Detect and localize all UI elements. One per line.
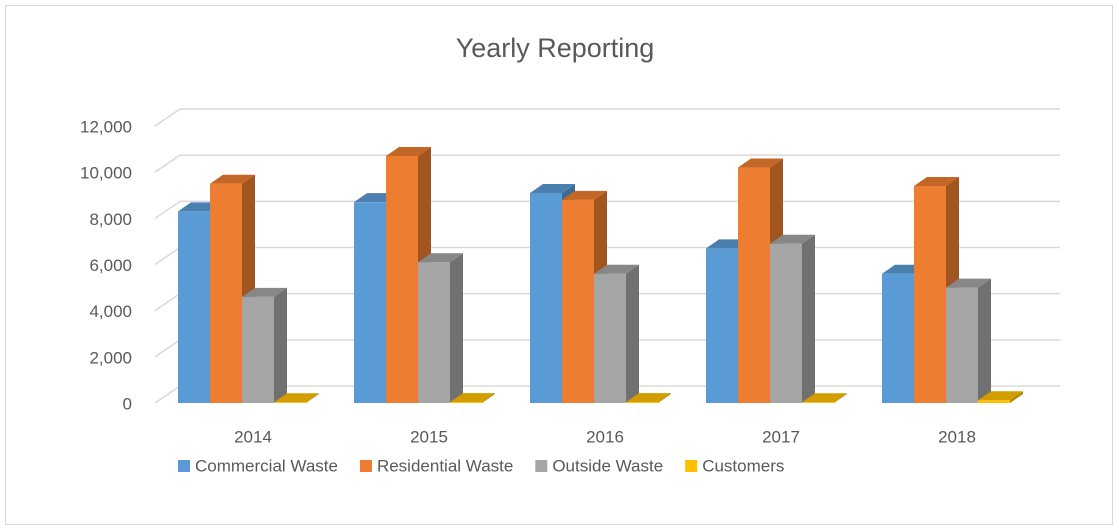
bar (530, 192, 562, 403)
bar (562, 199, 594, 403)
bar (274, 402, 306, 403)
bar-top (946, 278, 991, 288)
bar-top (386, 147, 431, 157)
chart-title: Yearly Reporting (456, 33, 655, 63)
y-tick-label: 4,000 (89, 302, 132, 321)
bar (914, 186, 946, 403)
x-tick-label: 2014 (234, 427, 272, 446)
grid-line (154, 108, 1060, 127)
legend-swatch (359, 460, 372, 472)
bar-side (1010, 391, 1023, 403)
bar (178, 211, 210, 403)
bar (594, 273, 626, 403)
bar-top (274, 393, 319, 403)
bar-side (450, 253, 463, 403)
bar-top (418, 253, 463, 263)
bar (770, 243, 802, 403)
bar-top (562, 190, 607, 200)
bar-top (450, 393, 495, 403)
bar (354, 202, 386, 403)
x-tick-label: 2018 (938, 427, 976, 446)
bar-top (210, 174, 255, 184)
y-tick-label: 6,000 (89, 256, 132, 275)
y-tick-label: 12,000 (80, 117, 132, 136)
bar (946, 287, 978, 403)
legend-swatch (535, 460, 548, 472)
bar-top (594, 264, 639, 274)
bar-top (978, 391, 1023, 401)
bar (242, 296, 274, 403)
y-tick-label: 2,000 (89, 348, 132, 367)
legend-swatch (685, 460, 698, 472)
bar-side (626, 264, 639, 403)
legend-label: Residential Waste (377, 456, 513, 475)
bar-side (306, 393, 319, 403)
y-tick-label: 8,000 (89, 210, 132, 229)
bar-top (242, 287, 287, 297)
bar-side (274, 287, 287, 403)
bar-side (658, 393, 671, 403)
bar (386, 156, 418, 403)
bar-side (802, 234, 815, 403)
bar-top (530, 183, 575, 193)
bar-top (802, 393, 847, 403)
legend-label: Customers (702, 456, 784, 475)
bar-side (482, 393, 495, 403)
y-tick-label: 10,000 (80, 164, 132, 183)
grid-line (154, 154, 1060, 173)
bar (418, 262, 450, 403)
bar-top (914, 177, 959, 187)
bar-side (834, 393, 847, 403)
bar (738, 167, 770, 403)
bar (626, 402, 658, 403)
bar (802, 402, 834, 403)
bar (450, 402, 482, 403)
x-tick-label: 2016 (586, 427, 624, 446)
x-tick-label: 2015 (410, 427, 448, 446)
bar-top (770, 234, 815, 244)
bar-top (738, 158, 783, 168)
y-tick-label: 0 (123, 394, 132, 413)
legend-label: Commercial Waste (195, 456, 338, 475)
legend-label: Outside Waste (552, 456, 663, 475)
bar (978, 400, 1010, 403)
bar (706, 248, 738, 403)
bar-side (978, 278, 991, 403)
x-tick-label: 2017 (762, 427, 800, 446)
bar-top (626, 393, 671, 403)
bar (882, 273, 914, 403)
legend-swatch (178, 460, 190, 472)
bar (210, 183, 242, 403)
